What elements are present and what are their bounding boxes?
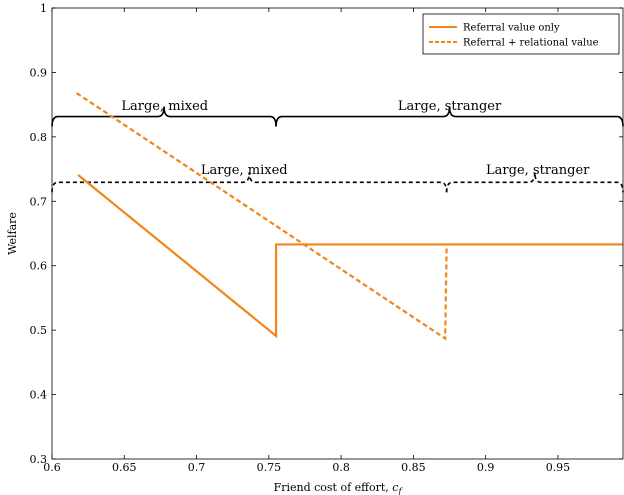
series-lines xyxy=(75,92,623,341)
series-line-referral-relational xyxy=(75,92,623,341)
x-tick-label: 0.9 xyxy=(477,461,495,474)
y-tick-label: 0.9 xyxy=(30,66,48,79)
legend-box xyxy=(422,13,620,55)
x-tick-label: 0.65 xyxy=(112,461,137,474)
x-tick-label: 0.8 xyxy=(332,461,350,474)
x-tick-label: 0.85 xyxy=(401,461,426,474)
legend-entry: Referral value only xyxy=(463,23,560,34)
x-axis-label-var: c xyxy=(392,481,398,494)
y-tick-label: 0.7 xyxy=(30,195,48,208)
y-tick-marks xyxy=(52,7,623,460)
legend-entry: Referral + relational value xyxy=(463,38,599,49)
x-axis-label: Friend cost of effort, cf xyxy=(274,481,404,495)
annotation-brace xyxy=(51,106,277,127)
plot-frame xyxy=(51,7,624,460)
series-line-referral-only xyxy=(77,174,623,339)
x-tick-label: 0.7 xyxy=(188,461,206,474)
y-tick-label: 0.8 xyxy=(30,131,48,144)
y-tick-label: 1 xyxy=(40,2,47,15)
x-axis-label-sub: f xyxy=(397,487,403,495)
y-tick-label: 0.5 xyxy=(30,324,48,337)
x-tick-label: 0.6 xyxy=(43,461,61,474)
x-tick-label: 0.75 xyxy=(257,461,282,474)
annotation-label: Large, mixed xyxy=(201,163,288,178)
x-tick-label: 0.95 xyxy=(546,461,571,474)
x-tick-labels: 0.6 0.65 0.7 0.75 0.8 0.85 0.9 0.95 xyxy=(43,461,570,474)
annotation-label: Large, mixed xyxy=(121,99,208,114)
x-tick-marks xyxy=(51,8,559,459)
braces xyxy=(51,106,624,193)
y-tick-label: 0.6 xyxy=(30,260,48,273)
annotation-label: Large, stranger xyxy=(486,163,590,178)
y-tick-labels: 0.3 0.4 0.5 0.6 0.7 0.8 0.9 1 xyxy=(30,2,48,466)
y-tick-label: 0.3 xyxy=(30,453,48,466)
legend: Referral value only Referral + relational… xyxy=(422,13,620,55)
annotation-brace xyxy=(275,106,624,127)
annotation-brace xyxy=(445,172,624,193)
x-axis-label-text: Friend cost of effort, xyxy=(274,481,393,494)
annotations: Large, mixed Large, stranger Large, mixed L… xyxy=(121,99,590,178)
annotation-brace xyxy=(51,172,448,193)
y-tick-label: 0.4 xyxy=(30,389,48,402)
y-axis-label: Welfare xyxy=(6,212,19,255)
annotation-label: Large, stranger xyxy=(398,99,502,114)
